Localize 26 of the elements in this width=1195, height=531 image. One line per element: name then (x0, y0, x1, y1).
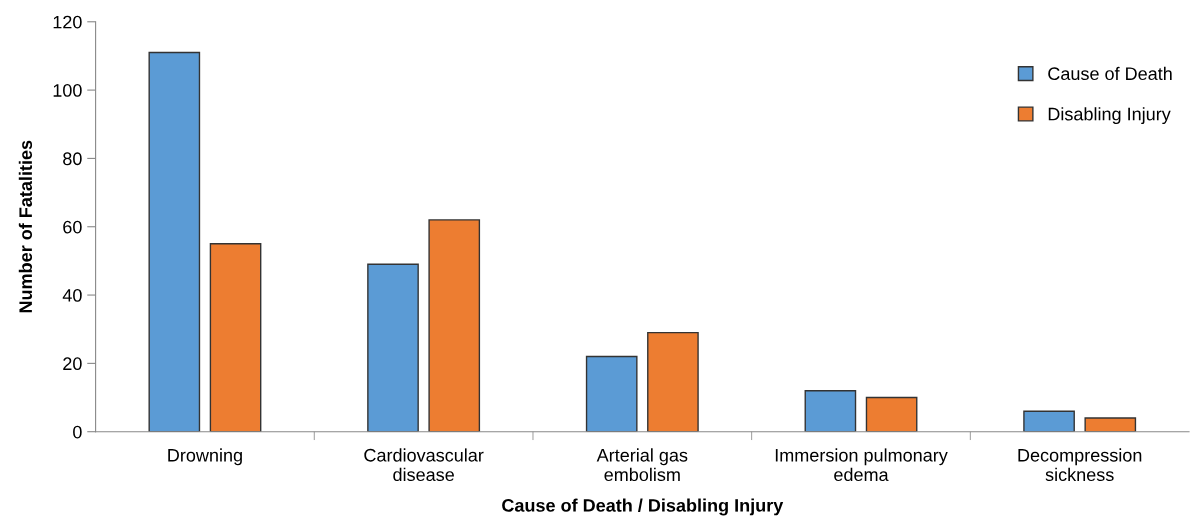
bar (804, 390, 857, 432)
y-tick-label: 20 (63, 357, 82, 371)
bar (865, 396, 918, 432)
x-axis-title: Cause of Death / Disabling Injury (502, 498, 784, 516)
bar (647, 331, 699, 432)
y-tick-label: 60 (63, 220, 82, 234)
x-tick-label: Immersion pulmonary edema (775, 448, 948, 482)
y-axis-title: Number of Fatalities (18, 140, 33, 313)
bar (428, 219, 481, 432)
legend-label: Disabling Injury (1048, 107, 1171, 125)
bar (367, 263, 419, 432)
x-tick-label: Arterial gas embolism (596, 448, 688, 482)
y-tick-label: 40 (62, 288, 82, 302)
bar (585, 355, 638, 432)
bar (148, 51, 201, 432)
x-tick-label: Cardiovascular disease (364, 448, 484, 482)
y-tick-label: 80 (63, 152, 82, 166)
y-tick-label: 100 (53, 84, 82, 97)
x-tick-label: Decompression sickness (1018, 448, 1142, 482)
bar (209, 243, 262, 432)
y-tick-label: 0 (73, 425, 82, 439)
bar (1084, 417, 1137, 432)
bar (1023, 410, 1075, 432)
y-tick-label: 120 (53, 15, 82, 29)
legend-label: Cause of Death (1048, 66, 1172, 81)
x-tick-label: Drowning (168, 448, 242, 466)
